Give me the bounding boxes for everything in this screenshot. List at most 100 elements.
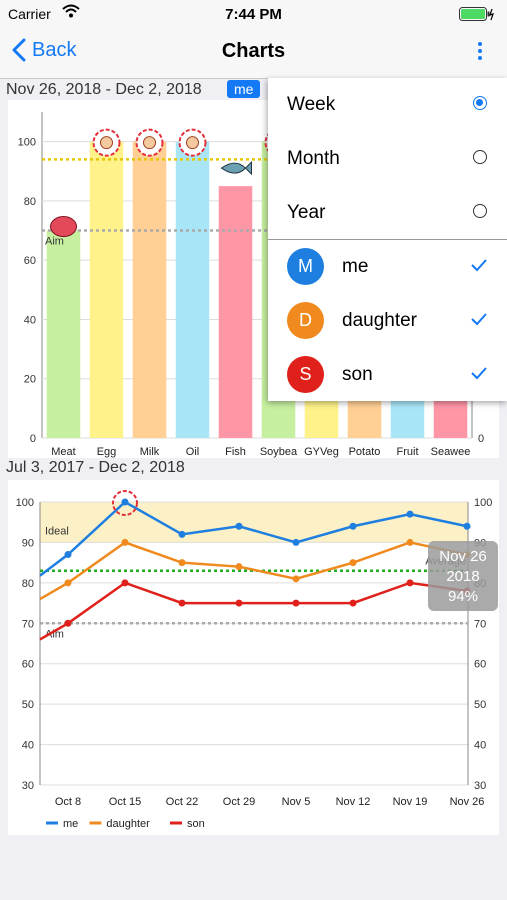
radio-unselected-icon[interactable] bbox=[473, 150, 487, 164]
weekly-date-range: Nov 26, 2018 - Dec 2, 2018 bbox=[6, 81, 202, 98]
battery-icon bbox=[459, 7, 495, 26]
x-tick-label: Fish bbox=[225, 446, 246, 458]
y-tick-label: 100 bbox=[16, 497, 34, 509]
x-tick-label: Oct 8 bbox=[55, 796, 81, 808]
menu-item-week[interactable]: Week bbox=[268, 78, 507, 132]
data-point-son bbox=[292, 599, 300, 607]
data-point-daughter bbox=[64, 579, 72, 587]
y-tick-label-right: 100 bbox=[474, 497, 492, 509]
more-options-button[interactable] bbox=[475, 42, 485, 64]
y-tick-label-right: 40 bbox=[474, 740, 486, 752]
food-item-icon bbox=[186, 136, 199, 150]
bar bbox=[89, 141, 124, 439]
user-badge[interactable]: me bbox=[227, 80, 261, 98]
y-tick-label: 0 bbox=[30, 433, 36, 445]
y-tick-label: 70 bbox=[22, 618, 34, 630]
legend-label: me bbox=[63, 818, 78, 830]
achievement-flower-icon bbox=[112, 490, 138, 516]
x-tick-label: Soybea bbox=[260, 446, 298, 458]
menu-user-daughter[interactable]: D daughter bbox=[268, 294, 507, 348]
x-tick-label: Milk bbox=[140, 446, 160, 458]
data-point-son bbox=[178, 599, 186, 607]
status-time: 7:44 PM bbox=[225, 6, 282, 23]
y-tick-label: 20 bbox=[24, 374, 36, 386]
x-tick-label: Seawee bbox=[431, 446, 471, 458]
y-tick-label: 60 bbox=[24, 255, 36, 267]
data-point-daughter bbox=[121, 538, 129, 546]
y-tick-label: 30 bbox=[22, 780, 34, 792]
y-tick-label-right: 70 bbox=[474, 618, 486, 630]
data-point-daughter bbox=[178, 559, 186, 567]
x-tick-label: Oct 22 bbox=[166, 796, 198, 808]
tooltip-box bbox=[428, 541, 498, 611]
x-tick-label: Meat bbox=[51, 446, 75, 458]
y-tick-label: 100 bbox=[18, 137, 36, 149]
checkmark-icon bbox=[471, 313, 487, 326]
user-name: daughter bbox=[342, 310, 418, 331]
x-tick-label: Oil bbox=[186, 446, 199, 458]
user-name: son bbox=[342, 364, 373, 385]
data-point-daughter bbox=[349, 559, 357, 567]
y-tick-label: 80 bbox=[24, 196, 36, 208]
data-point-me bbox=[463, 522, 471, 530]
chevron-left-icon bbox=[12, 38, 26, 62]
x-tick-label: GYVeg bbox=[304, 446, 339, 458]
data-point-son bbox=[121, 579, 129, 587]
x-tick-label: Nov 19 bbox=[393, 796, 428, 808]
bar bbox=[218, 186, 253, 438]
data-point-daughter bbox=[406, 538, 414, 546]
data-point-son bbox=[406, 579, 414, 587]
data-point-daughter bbox=[235, 563, 243, 571]
x-tick-label: Oct 29 bbox=[223, 796, 255, 808]
tooltip-date: Nov 26 bbox=[439, 548, 487, 565]
menu-item-label: Week bbox=[287, 94, 336, 115]
food-item-icon bbox=[100, 136, 113, 150]
legend-label: son bbox=[187, 818, 205, 830]
y-tick-label: 60 bbox=[22, 659, 34, 671]
menu-user-me[interactable]: M me bbox=[268, 240, 507, 294]
x-tick-label: Potato bbox=[349, 446, 381, 458]
menu-divider bbox=[268, 239, 507, 240]
series-line-son bbox=[39, 581, 468, 641]
data-point-me bbox=[121, 498, 129, 506]
tooltip-value: 94% bbox=[448, 588, 478, 605]
aim-label: Aim bbox=[45, 628, 64, 640]
bar bbox=[175, 141, 210, 439]
data-point-son bbox=[64, 619, 72, 627]
menu-item-month[interactable]: Month bbox=[268, 132, 507, 186]
menu-item-year[interactable]: Year bbox=[268, 186, 507, 240]
back-button[interactable]: Back bbox=[12, 38, 76, 62]
x-tick-label: Egg bbox=[97, 446, 117, 458]
data-point-daughter bbox=[292, 575, 300, 583]
page-title: Charts bbox=[221, 40, 286, 62]
avatar: S bbox=[287, 356, 324, 393]
x-tick-label: Oct 15 bbox=[109, 796, 141, 808]
x-tick-label: Fruit bbox=[397, 446, 419, 458]
avatar: D bbox=[287, 302, 324, 339]
carrier-label: Carrier bbox=[8, 6, 51, 22]
options-menu: Week Month Year M me D daughter S son bbox=[268, 78, 507, 401]
bar bbox=[46, 230, 81, 438]
ideal-band bbox=[40, 502, 468, 543]
y-tick-label: 50 bbox=[22, 699, 34, 711]
y-tick-label-right: 0 bbox=[478, 433, 484, 445]
data-point-me bbox=[64, 551, 72, 559]
radio-unselected-icon[interactable] bbox=[473, 204, 487, 218]
data-point-me bbox=[178, 530, 186, 538]
y-tick-label-right: 30 bbox=[474, 780, 486, 792]
user-name: me bbox=[342, 256, 369, 277]
line-chart-svg: Ideal3030404050506060707080809090100100A… bbox=[16, 490, 498, 830]
wifi-icon bbox=[62, 4, 80, 23]
menu-user-son[interactable]: S son bbox=[268, 348, 507, 402]
menu-item-label: Year bbox=[287, 202, 326, 223]
history-line-chart: Ideal3030404050506060707080809090100100A… bbox=[8, 480, 499, 835]
radio-selected-icon[interactable] bbox=[473, 96, 487, 110]
avatar: M bbox=[287, 248, 324, 285]
y-tick-label: 80 bbox=[22, 578, 34, 590]
data-point-me bbox=[235, 522, 243, 530]
food-item-icon bbox=[143, 136, 156, 150]
y-tick-label: 90 bbox=[22, 537, 34, 549]
y-tick-label: 40 bbox=[22, 740, 34, 752]
y-tick-label: 40 bbox=[24, 314, 36, 326]
history-date-range: Jul 3, 2017 - Dec 2, 2018 bbox=[6, 459, 185, 476]
